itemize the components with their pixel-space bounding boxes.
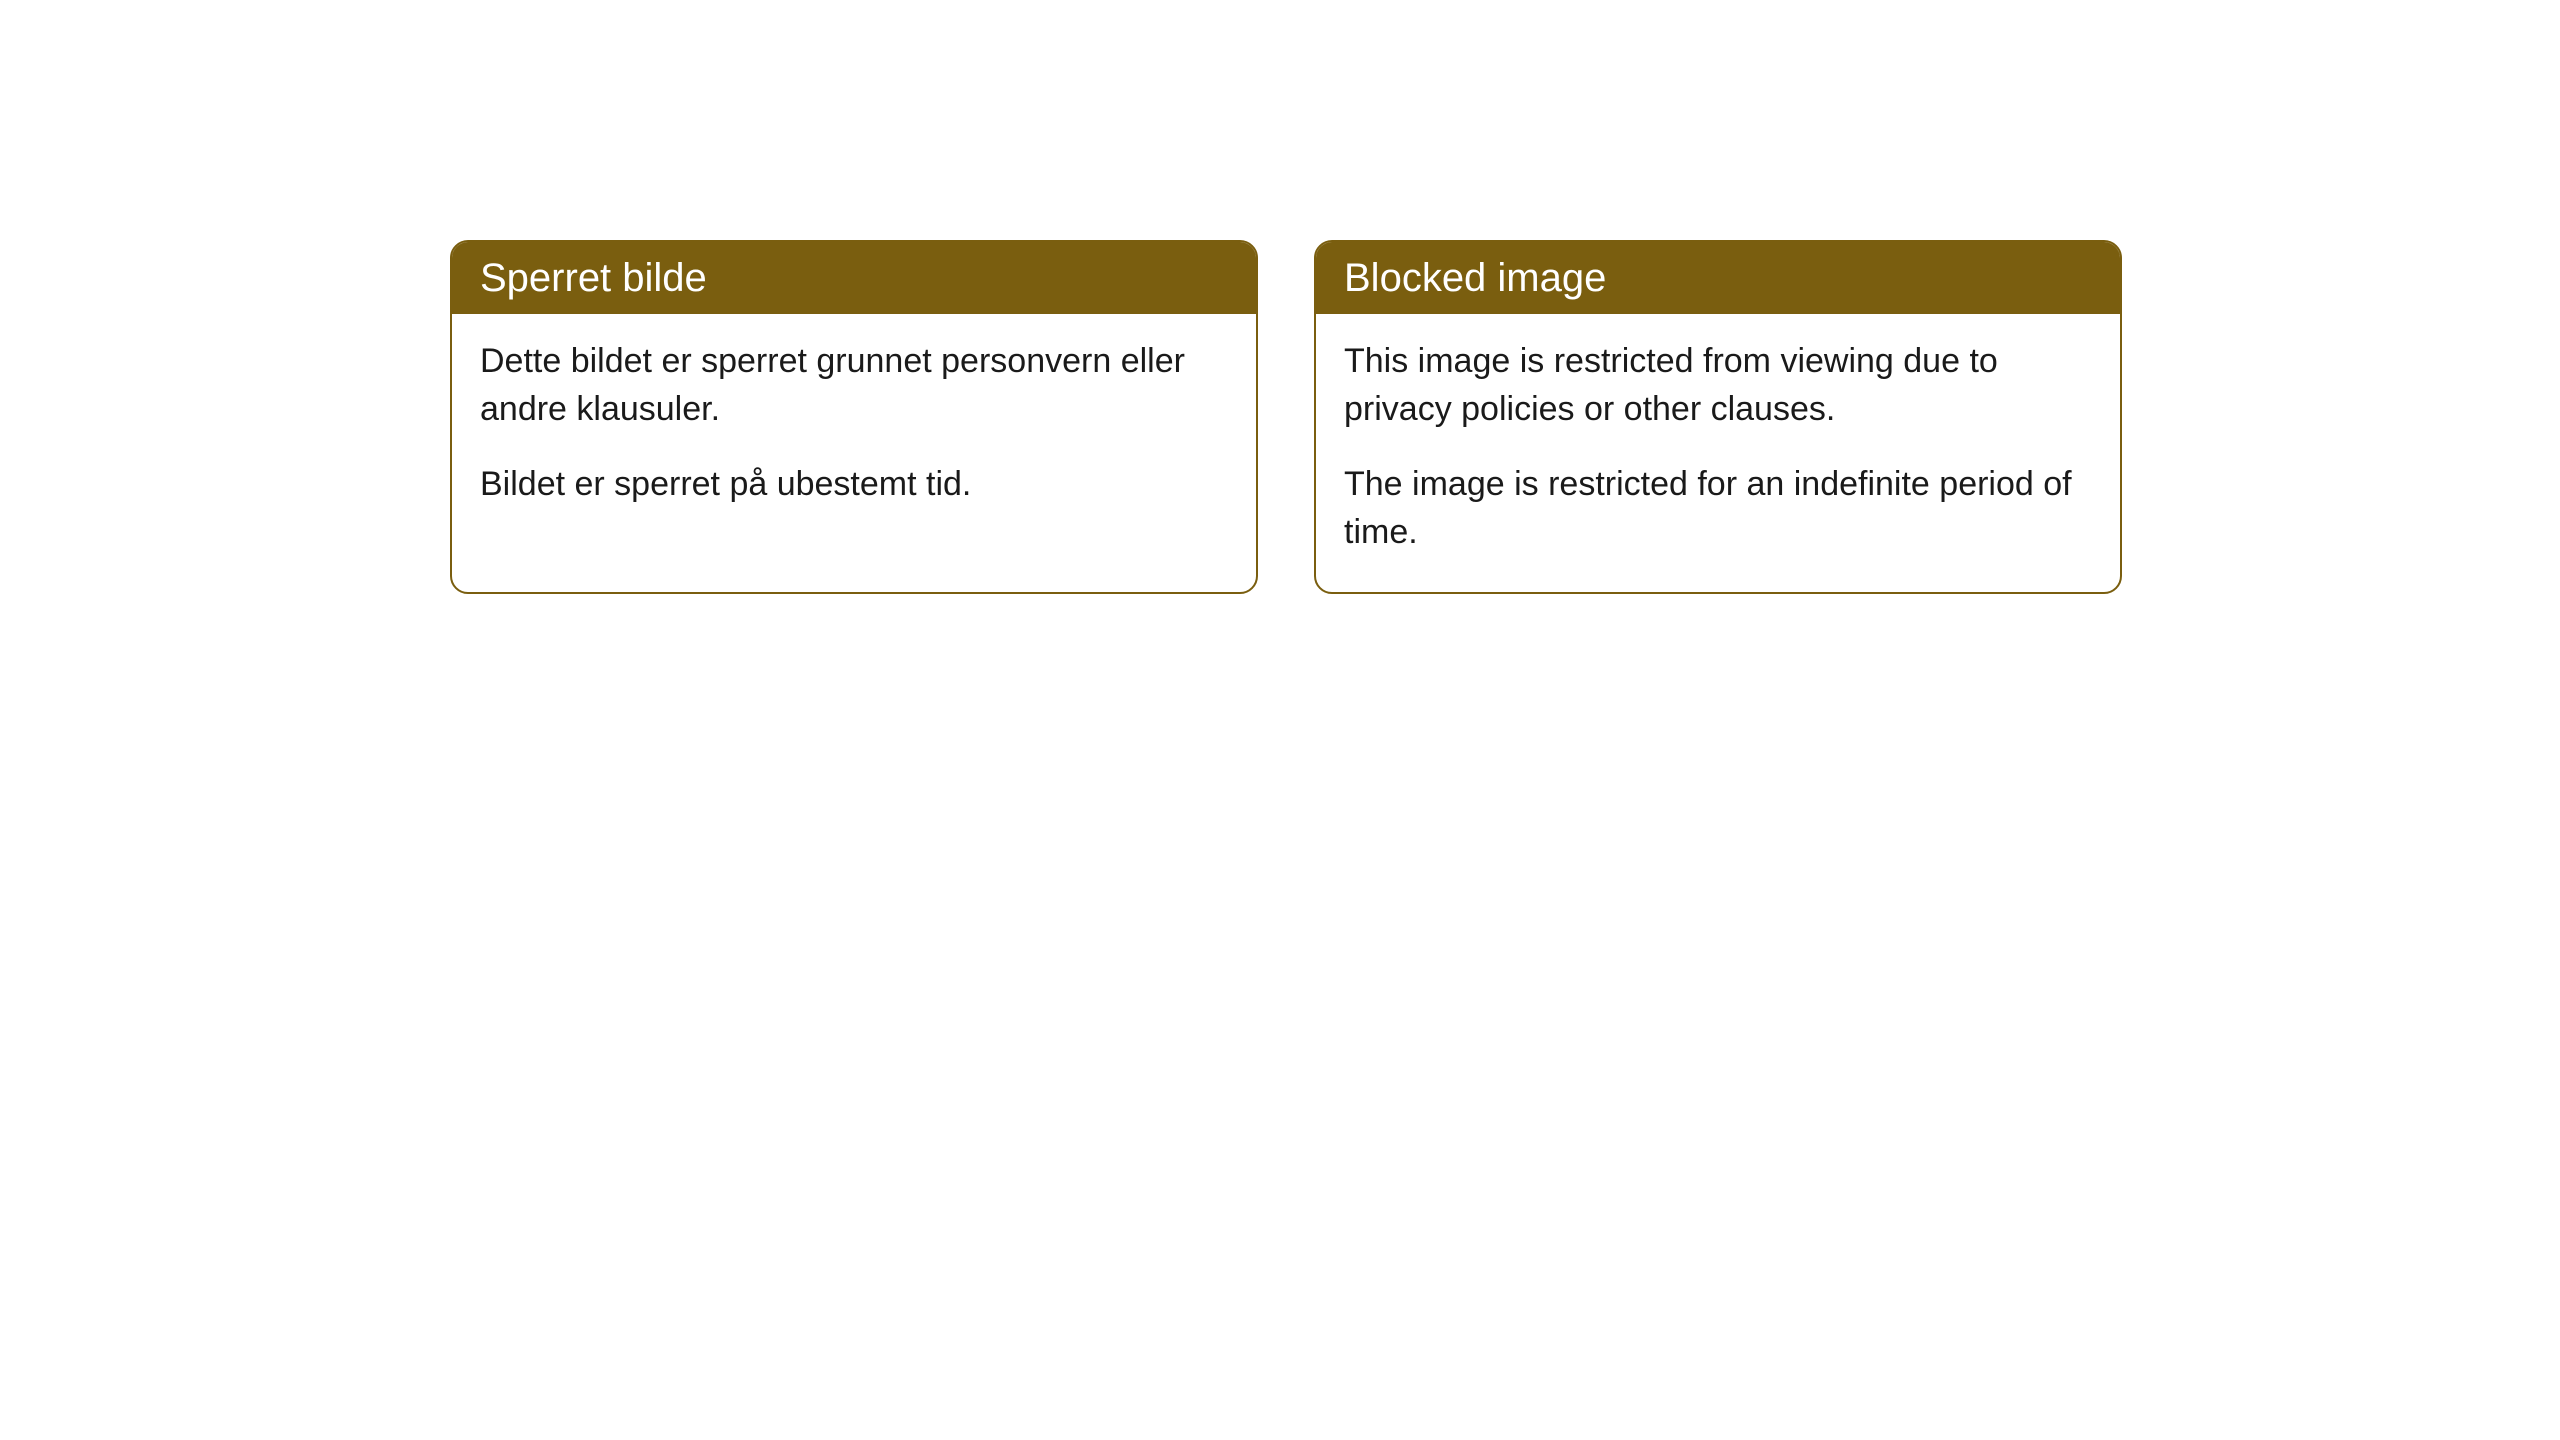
blocked-image-card-no: Sperret bilde Dette bildet er sperret gr… [450, 240, 1258, 594]
card-paragraph-1-no: Dette bildet er sperret grunnet personve… [480, 338, 1228, 433]
cards-container: Sperret bilde Dette bildet er sperret gr… [450, 240, 2122, 594]
card-body-no: Dette bildet er sperret grunnet personve… [452, 314, 1256, 545]
blocked-image-card-en: Blocked image This image is restricted f… [1314, 240, 2122, 594]
card-paragraph-2-no: Bildet er sperret på ubestemt tid. [480, 461, 1228, 509]
card-header-no: Sperret bilde [452, 242, 1256, 314]
card-body-en: This image is restricted from viewing du… [1316, 314, 2120, 592]
card-paragraph-1-en: This image is restricted from viewing du… [1344, 338, 2092, 433]
card-header-en: Blocked image [1316, 242, 2120, 314]
card-paragraph-2-en: The image is restricted for an indefinit… [1344, 461, 2092, 556]
